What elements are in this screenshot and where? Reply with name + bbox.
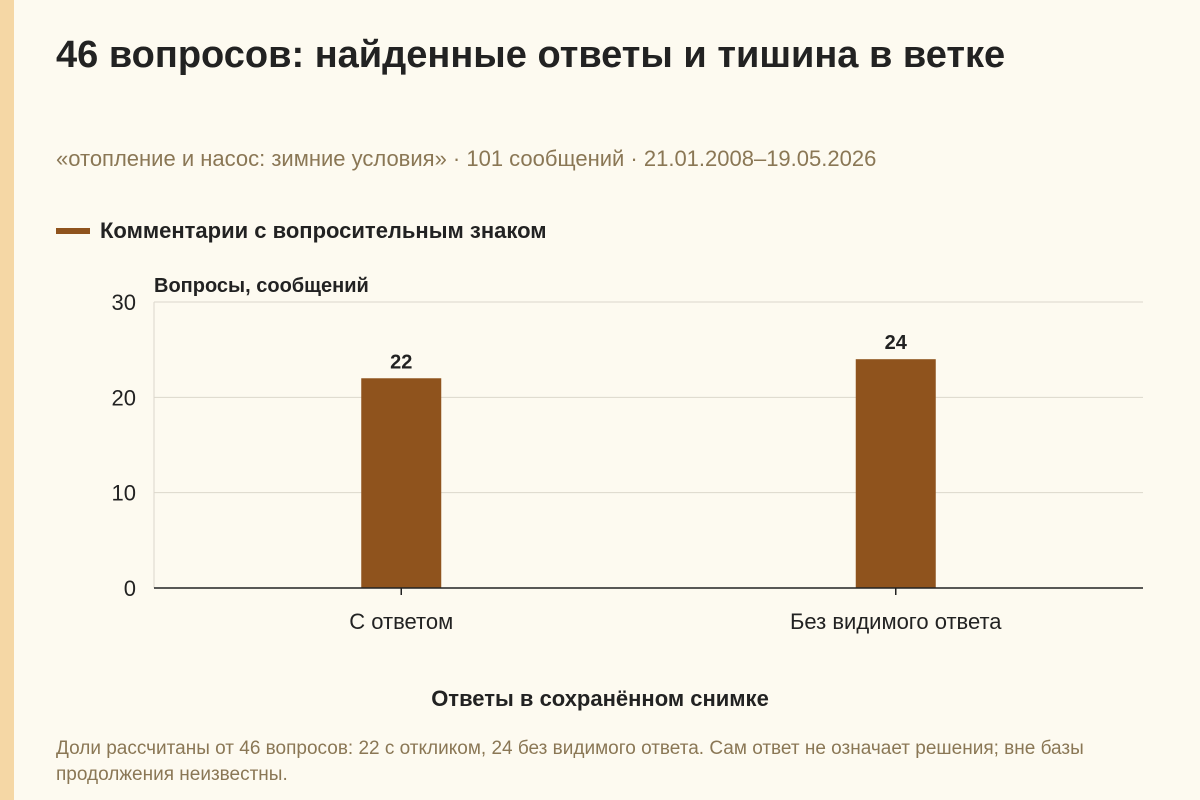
x-axis-title: Ответы в сохранённом снимке [431,686,769,711]
y-tick-label: 20 [112,385,136,410]
y-tick-label: 0 [124,576,136,601]
chart-title: 46 вопросов: найденные ответы и тишина в… [56,34,1006,76]
x-tick-label: С ответом [349,609,453,634]
legend: Комментарии с вопросительным знаком [56,218,547,244]
data-label: 22 [390,351,412,373]
footnote: Доли рассчитаны от 46 вопросов: 22 с отк… [56,738,1084,785]
y-tick-label: 10 [112,481,136,506]
y-tick-label: 30 [112,290,136,315]
bar [855,359,936,588]
data-label: 24 [885,332,908,354]
chart-subtitle: «отопление и насос: зимние условия» · 10… [56,146,877,171]
x-tick-label: Без видимого ответа [790,609,1002,634]
bar [361,378,442,588]
accent-strip [0,0,14,800]
legend-label: Комментарии с вопросительным знаком [100,218,547,243]
y-axis-title: Вопросы, сообщений [154,275,369,297]
legend-swatch [56,228,90,234]
